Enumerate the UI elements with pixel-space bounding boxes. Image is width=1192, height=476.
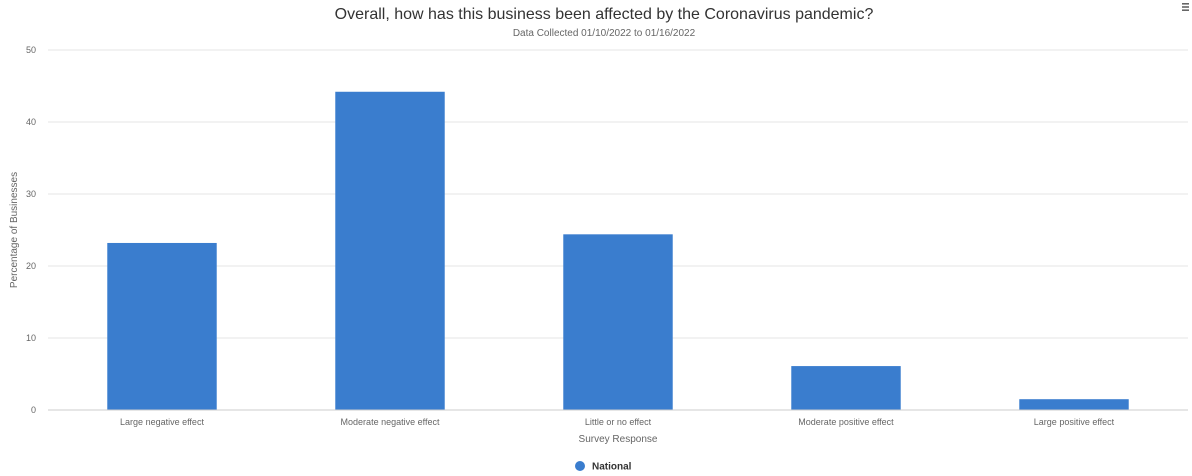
y-tick-label: 0 — [31, 405, 36, 415]
x-axis-title: Survey Response — [579, 434, 658, 445]
grid-layer — [48, 49, 1188, 339]
chart-menu-button[interactable] — [1179, 1, 1191, 13]
legend[interactable]: National — [575, 461, 632, 473]
x-tick-label: Moderate negative effect — [341, 417, 440, 427]
y-tick-label: 10 — [26, 333, 36, 343]
y-tick-label: 20 — [26, 261, 36, 271]
x-axis-ticks: Large negative effect Moderate negative e… — [120, 417, 1115, 427]
x-tick-label: Little or no effect — [585, 417, 652, 427]
bar-large-negative-effect[interactable] — [107, 242, 217, 410]
legend-label-national: National — [592, 462, 632, 473]
y-axis-ticks: 0 10 20 30 40 50 — [26, 45, 36, 415]
x-tick-label: Moderate positive effect — [798, 417, 894, 427]
chart-title: Overall, how has this business been affe… — [335, 6, 874, 23]
y-tick-label: 30 — [26, 189, 36, 199]
legend-marker-national — [575, 461, 585, 471]
y-axis-title: Percentage of Businesses — [9, 172, 20, 288]
bars-layer — [107, 91, 1129, 410]
x-tick-label: Large negative effect — [120, 417, 204, 427]
y-tick-label: 40 — [26, 117, 36, 127]
bar-little-or-no-effect[interactable] — [563, 234, 673, 410]
bar-large-positive-effect[interactable] — [1019, 399, 1129, 410]
bar-moderate-negative-effect[interactable] — [335, 91, 445, 410]
x-tick-label: Large positive effect — [1034, 417, 1115, 427]
bar-moderate-positive-effect[interactable] — [791, 366, 901, 410]
y-tick-label: 50 — [26, 45, 36, 55]
chart-subtitle: Data Collected 01/10/2022 to 01/16/2022 — [513, 28, 696, 39]
hamburger-menu-icon — [1182, 3, 1189, 11]
